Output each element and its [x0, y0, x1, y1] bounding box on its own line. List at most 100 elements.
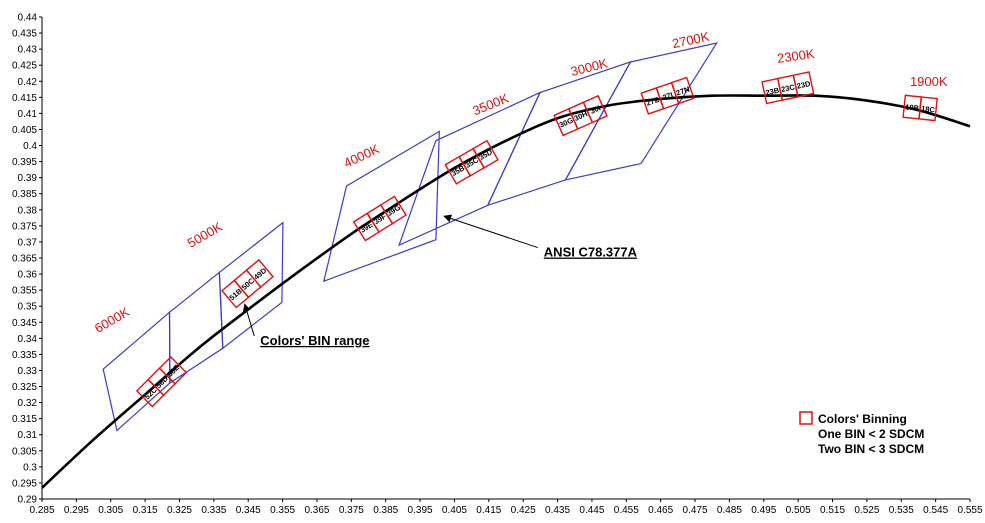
annotation-label: ANSI C78.377A: [544, 245, 638, 260]
cct-label: 4000K: [341, 141, 382, 171]
x-tick-label: 0.405: [442, 505, 467, 516]
bin-label: 30I: [589, 103, 602, 115]
bin-box: [792, 71, 815, 98]
bin-group: 27Z 27I 27N: [640, 76, 695, 115]
annotation-arrow: [443, 214, 538, 249]
y-tick-label: 0.295: [12, 478, 37, 489]
y-tick-label: 0.43: [18, 45, 38, 56]
annotation-arrow: [242, 303, 255, 337]
bin-box: [472, 139, 499, 169]
bin-label: 23D: [796, 79, 812, 91]
x-tick-label: 0.465: [648, 505, 673, 516]
x-tick-label: 0.385: [373, 505, 398, 516]
bin-group: 23B 23C 23D: [761, 71, 815, 105]
y-tick-label: 0.42: [18, 77, 38, 88]
y-tick-label: 0.39: [18, 173, 38, 184]
y-tick-label: 0.375: [12, 221, 37, 232]
y-tick-label: 0.37: [18, 237, 38, 248]
x-tick-label: 0.515: [820, 505, 845, 516]
x-tick-label: 0.435: [545, 505, 570, 516]
annotation-label: Colors' BIN range: [260, 333, 369, 348]
bin-group: 19B 18C: [902, 94, 938, 122]
legend-line: Two BIN < 3 SDCM: [818, 442, 924, 456]
x-tick-label: 0.335: [201, 505, 226, 516]
cct-label: 2300K: [776, 46, 816, 66]
x-tick-label: 0.485: [717, 505, 742, 516]
y-tick-label: 0.33: [18, 366, 38, 377]
x-tick-label: 0.395: [408, 505, 433, 516]
y-tick-label: 0.32: [18, 398, 38, 409]
bin-box: [158, 355, 188, 385]
legend-line: One BIN < 2 SDCM: [818, 427, 924, 441]
bin-label: 23B: [765, 86, 781, 98]
ansi-bin-quadrangle: [218, 221, 284, 350]
cct-label: 3500K: [470, 90, 511, 118]
x-tick-label: 0.455: [614, 505, 639, 516]
y-tick-label: 0.305: [12, 446, 37, 457]
bin-box: [670, 76, 695, 105]
y-tick-label: 0.3: [23, 462, 37, 473]
y-tick-label: 0.435: [12, 29, 37, 40]
bin-label: 27Z: [645, 95, 661, 108]
x-tick-label: 0.555: [957, 505, 982, 516]
y-tick-label: 0.38: [18, 205, 38, 216]
y-tick-label: 0.315: [12, 414, 37, 425]
x-tick-label: 0.475: [683, 505, 708, 516]
x-tick-label: 0.315: [133, 505, 158, 516]
bin-box: [582, 94, 608, 124]
x-tick-label: 0.355: [270, 505, 295, 516]
y-tick-label: 0.365: [12, 254, 37, 265]
y-tick-label: 0.29: [18, 495, 38, 506]
bin-label: 19B: [905, 102, 920, 112]
y-tick-label: 0.405: [12, 125, 37, 136]
y-tick-label: 0.44: [18, 13, 38, 24]
bin-box: [245, 258, 274, 288]
bin-label: 18C: [921, 104, 936, 114]
y-tick-label: 0.385: [12, 189, 37, 200]
x-tick-label: 0.295: [64, 505, 89, 516]
bin-label: 23C: [780, 82, 796, 94]
bin-label: 27N: [675, 84, 691, 97]
ansi-bin-quadrangle: [486, 60, 632, 207]
cct-label: 1900K: [910, 74, 948, 89]
y-tick-label: 0.35: [18, 302, 38, 313]
x-tick-label: 0.365: [304, 505, 329, 516]
x-tick-label: 0.535: [889, 505, 914, 516]
y-tick-label: 0.425: [12, 61, 37, 72]
x-tick-label: 0.545: [923, 505, 948, 516]
x-tick-label: 0.345: [236, 505, 261, 516]
bin-box: [379, 195, 408, 225]
y-tick-label: 0.31: [18, 430, 38, 441]
y-tick-label: 0.345: [12, 318, 37, 329]
x-tick-label: 0.425: [511, 505, 536, 516]
x-tick-label: 0.305: [98, 505, 123, 516]
x-tick-label: 0.415: [476, 505, 501, 516]
y-tick-label: 0.325: [12, 382, 37, 393]
ansi-bin-quadrangle: [564, 42, 718, 181]
bin-label: 27I: [661, 90, 674, 102]
cct-label: 6000K: [92, 304, 132, 336]
y-tick-label: 0.36: [18, 270, 38, 281]
legend-swatch: [799, 411, 813, 425]
x-tick-label: 0.325: [167, 505, 192, 516]
y-tick-label: 0.415: [12, 93, 37, 104]
y-tick-label: 0.395: [12, 157, 37, 168]
y-tick-label: 0.335: [12, 350, 37, 361]
x-tick-label: 0.375: [339, 505, 364, 516]
x-tick-label: 0.525: [854, 505, 879, 516]
cct-label: 5000K: [185, 219, 225, 251]
y-tick-label: 0.4: [23, 141, 37, 152]
x-tick-label: 0.445: [579, 505, 604, 516]
y-tick-label: 0.355: [12, 286, 37, 297]
x-tick-label: 0.495: [751, 505, 776, 516]
y-tick-label: 0.34: [18, 334, 38, 345]
cct-label: 2700K: [671, 29, 711, 52]
legend-title: Colors' Binning: [818, 412, 907, 426]
ansi-bin-quadrangle: [102, 311, 171, 432]
planckian-locus-curve: [41, 94, 971, 489]
